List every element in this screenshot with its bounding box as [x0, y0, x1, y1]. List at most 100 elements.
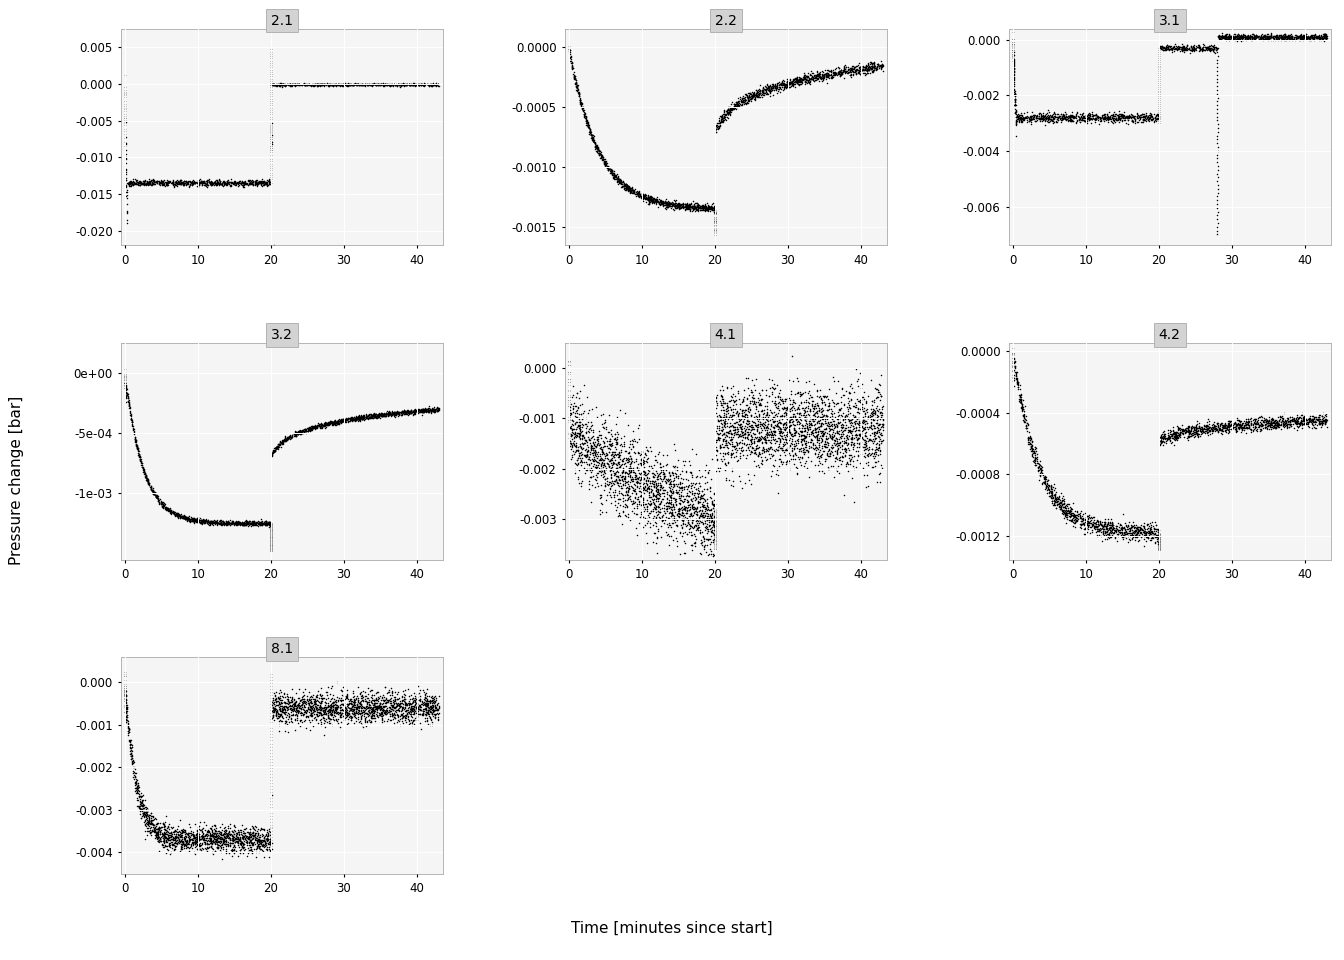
Point [867, 417, 888, 432]
Point [1078, 112, 1099, 128]
Point [384, 406, 406, 421]
Point [711, 389, 732, 404]
Point [1153, 428, 1175, 444]
Point [590, 145, 612, 160]
Point [362, 708, 383, 724]
Point [265, 706, 286, 721]
Point [832, 62, 853, 78]
Point [632, 519, 653, 535]
Point [124, 759, 145, 775]
Point [659, 197, 680, 212]
Point [1122, 109, 1144, 125]
Point [574, 466, 595, 481]
Point [1286, 31, 1308, 46]
Point [801, 65, 823, 81]
Point [1273, 31, 1294, 46]
Point [1085, 111, 1106, 127]
Point [1148, 56, 1169, 71]
Point [618, 481, 640, 496]
Point [832, 426, 853, 442]
Point [203, 515, 224, 530]
Point [1103, 108, 1125, 123]
Point [286, 703, 308, 718]
Point [867, 61, 888, 77]
Point [376, 685, 398, 701]
Point [814, 433, 836, 448]
Point [714, 110, 735, 126]
Point [405, 694, 426, 709]
Point [1250, 27, 1271, 42]
Point [603, 488, 625, 503]
Point [585, 444, 606, 459]
Point [827, 67, 848, 83]
Point [419, 703, 441, 718]
Point [616, 178, 637, 193]
Point [1148, 531, 1169, 546]
Point [1297, 413, 1318, 428]
Point [793, 72, 814, 87]
Point [755, 436, 777, 451]
Point [356, 706, 378, 721]
Point [1207, 56, 1228, 71]
Point [1001, 347, 1023, 362]
Point [683, 507, 704, 522]
Point [578, 118, 599, 133]
Point [137, 810, 159, 826]
Point [728, 473, 750, 489]
Point [1314, 407, 1336, 422]
Point [1223, 29, 1245, 44]
Point [367, 409, 388, 424]
Point [1206, 422, 1227, 438]
Point [270, 708, 292, 723]
Point [560, 427, 582, 443]
Point [116, 700, 137, 715]
Point [1040, 109, 1062, 125]
Point [1239, 29, 1261, 44]
Point [1097, 518, 1118, 534]
Point [309, 694, 331, 709]
Point [337, 411, 359, 426]
Point [680, 195, 702, 210]
Point [667, 478, 688, 493]
Point [1165, 426, 1187, 442]
Point [1016, 409, 1038, 424]
Point [634, 190, 656, 205]
Point [770, 423, 792, 439]
Point [1034, 117, 1055, 132]
Point [370, 695, 391, 710]
Point [827, 446, 848, 462]
Point [1003, 42, 1024, 58]
Point [1067, 513, 1089, 528]
Point [362, 78, 383, 93]
Point [301, 76, 323, 91]
Point [426, 693, 448, 708]
Point [362, 709, 383, 725]
Point [226, 829, 247, 845]
Point [730, 428, 751, 444]
Point [1215, 33, 1236, 48]
Point [379, 695, 401, 710]
Point [1098, 111, 1120, 127]
Point [362, 76, 383, 91]
Point [172, 511, 194, 526]
Point [1236, 417, 1258, 432]
Point [145, 828, 167, 843]
Point [132, 792, 153, 807]
Point [681, 498, 703, 514]
Point [853, 420, 875, 436]
Point [566, 79, 587, 94]
Point [1259, 418, 1281, 433]
Point [806, 398, 828, 414]
Point [636, 469, 657, 485]
Point [121, 177, 142, 192]
Point [1136, 108, 1157, 123]
Point [261, 537, 282, 552]
Point [266, 704, 288, 719]
Point [617, 487, 638, 502]
Point [219, 178, 241, 193]
Point [1211, 28, 1232, 43]
Point [691, 199, 712, 214]
Point [1148, 530, 1169, 545]
Point [788, 77, 809, 92]
Point [258, 515, 280, 530]
